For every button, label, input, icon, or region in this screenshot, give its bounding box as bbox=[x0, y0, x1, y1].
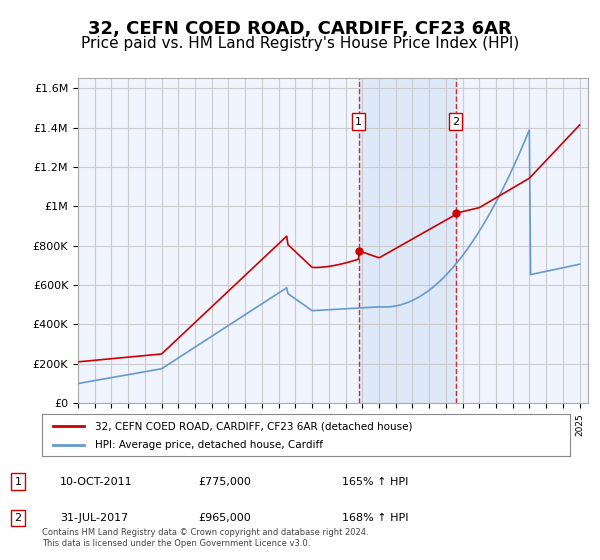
Text: 31-JUL-2017: 31-JUL-2017 bbox=[60, 513, 128, 523]
Text: 2: 2 bbox=[452, 116, 459, 127]
Text: 10-OCT-2011: 10-OCT-2011 bbox=[60, 477, 133, 487]
Text: 1: 1 bbox=[14, 477, 22, 487]
Bar bbox=[359, 78, 455, 403]
Text: £775,000: £775,000 bbox=[198, 477, 251, 487]
Text: 32, CEFN COED ROAD, CARDIFF, CF23 6AR: 32, CEFN COED ROAD, CARDIFF, CF23 6AR bbox=[88, 20, 512, 38]
Text: 2: 2 bbox=[14, 513, 22, 523]
Text: 165% ↑ HPI: 165% ↑ HPI bbox=[342, 477, 409, 487]
Text: £965,000: £965,000 bbox=[198, 513, 251, 523]
Text: 1: 1 bbox=[355, 116, 362, 127]
Text: Price paid vs. HM Land Registry's House Price Index (HPI): Price paid vs. HM Land Registry's House … bbox=[81, 36, 519, 52]
Text: HPI: Average price, detached house, Cardiff: HPI: Average price, detached house, Card… bbox=[95, 440, 323, 450]
Text: 32, CEFN COED ROAD, CARDIFF, CF23 6AR (detached house): 32, CEFN COED ROAD, CARDIFF, CF23 6AR (d… bbox=[95, 421, 412, 431]
Text: 168% ↑ HPI: 168% ↑ HPI bbox=[342, 513, 409, 523]
Text: Contains HM Land Registry data © Crown copyright and database right 2024.
This d: Contains HM Land Registry data © Crown c… bbox=[42, 528, 368, 548]
